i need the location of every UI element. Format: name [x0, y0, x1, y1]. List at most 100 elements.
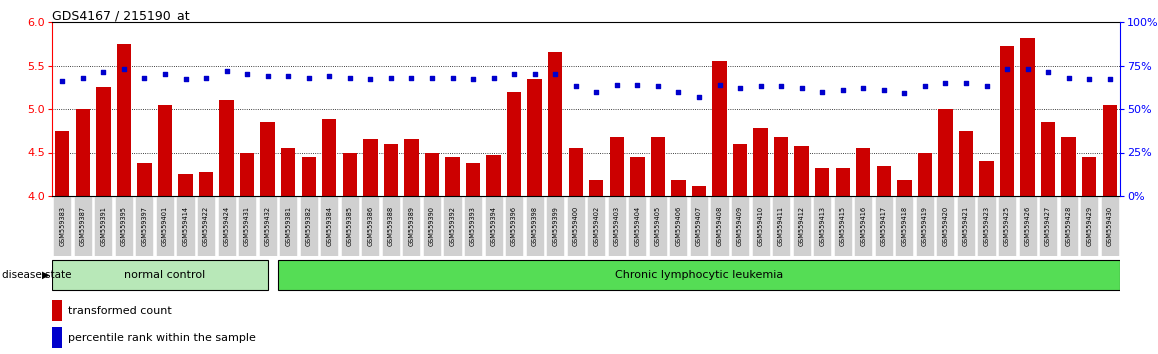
Bar [466, 163, 481, 196]
Bar [792, 196, 811, 256]
Bar [959, 131, 973, 196]
Bar [999, 46, 1014, 196]
Point [237, 72, 256, 77]
Text: GSM559430: GSM559430 [1107, 206, 1113, 246]
Text: GSM559400: GSM559400 [573, 206, 579, 246]
Text: GSM559424: GSM559424 [223, 206, 229, 246]
Bar [301, 157, 316, 196]
Bar [261, 122, 274, 196]
Bar [711, 196, 728, 256]
Bar [1019, 196, 1036, 256]
Point [752, 84, 770, 89]
Bar [836, 168, 850, 196]
Bar [957, 196, 975, 256]
Bar [569, 148, 582, 196]
Bar [754, 128, 768, 196]
Text: GDS4167 / 215190_at: GDS4167 / 215190_at [52, 9, 190, 22]
Bar [281, 148, 295, 196]
Point [916, 84, 935, 89]
Bar [446, 157, 460, 196]
Text: GSM559423: GSM559423 [983, 206, 989, 246]
Text: GSM559414: GSM559414 [183, 206, 189, 246]
Bar [877, 166, 891, 196]
Text: GSM559401: GSM559401 [162, 206, 168, 246]
Bar [279, 196, 298, 256]
Point [731, 85, 749, 91]
Bar [630, 157, 645, 196]
Bar [340, 196, 359, 256]
Bar [690, 196, 708, 256]
Bar [672, 180, 686, 196]
Text: GSM559399: GSM559399 [552, 206, 558, 246]
Text: GSM559413: GSM559413 [819, 206, 826, 246]
Point [690, 94, 709, 100]
Bar [240, 153, 255, 196]
Point [258, 73, 277, 79]
Bar [855, 196, 872, 256]
Text: GSM559429: GSM559429 [1086, 206, 1092, 246]
Bar [444, 196, 462, 256]
Bar [138, 163, 152, 196]
Point [813, 89, 831, 95]
Bar [96, 87, 110, 196]
Point [197, 75, 215, 80]
Bar [731, 196, 749, 256]
Text: GSM559412: GSM559412 [799, 206, 805, 246]
Bar [364, 139, 378, 196]
Bar [176, 196, 195, 256]
Point [1018, 66, 1036, 72]
Text: GSM559383: GSM559383 [59, 206, 65, 246]
Bar [321, 196, 338, 256]
Bar [52, 260, 267, 290]
Point [874, 87, 893, 93]
Bar [916, 196, 933, 256]
Point [853, 85, 872, 91]
Point [279, 73, 298, 79]
Point [998, 66, 1017, 72]
Bar [712, 61, 727, 196]
Bar [52, 300, 63, 321]
Bar [402, 196, 420, 256]
Bar [404, 139, 418, 196]
Bar [977, 196, 996, 256]
Text: GSM559385: GSM559385 [346, 206, 353, 246]
Text: percentile rank within the sample: percentile rank within the sample [68, 333, 256, 343]
Point [772, 84, 791, 89]
Text: GSM559394: GSM559394 [491, 206, 497, 246]
Text: transformed count: transformed count [68, 306, 171, 316]
Point [977, 84, 996, 89]
Text: GSM559406: GSM559406 [675, 206, 681, 246]
Bar [897, 180, 911, 196]
Bar [1062, 137, 1076, 196]
Text: GSM559427: GSM559427 [1046, 206, 1051, 246]
Text: GSM559432: GSM559432 [265, 206, 271, 246]
Bar [300, 196, 317, 256]
Point [566, 84, 585, 89]
Text: GSM559418: GSM559418 [901, 206, 908, 246]
Bar [199, 172, 213, 196]
Text: GSM559405: GSM559405 [655, 206, 661, 246]
Point [710, 82, 728, 87]
Point [792, 85, 811, 91]
Text: GSM559411: GSM559411 [778, 206, 784, 246]
Bar [998, 196, 1016, 256]
Bar [157, 105, 173, 196]
Text: normal control: normal control [124, 270, 206, 280]
Bar [505, 196, 523, 256]
Text: GSM559403: GSM559403 [614, 206, 620, 246]
Point [135, 75, 154, 80]
Bar [1080, 196, 1098, 256]
Bar [794, 145, 808, 196]
Bar [94, 196, 112, 256]
Bar [52, 327, 63, 348]
Bar [56, 131, 69, 196]
Bar [874, 196, 893, 256]
Point [608, 82, 626, 87]
Bar [117, 44, 131, 196]
Bar [156, 196, 174, 256]
Text: GSM559407: GSM559407 [696, 206, 702, 246]
Bar [507, 92, 521, 196]
Bar [587, 196, 606, 256]
Bar [834, 196, 852, 256]
Point [402, 75, 420, 80]
